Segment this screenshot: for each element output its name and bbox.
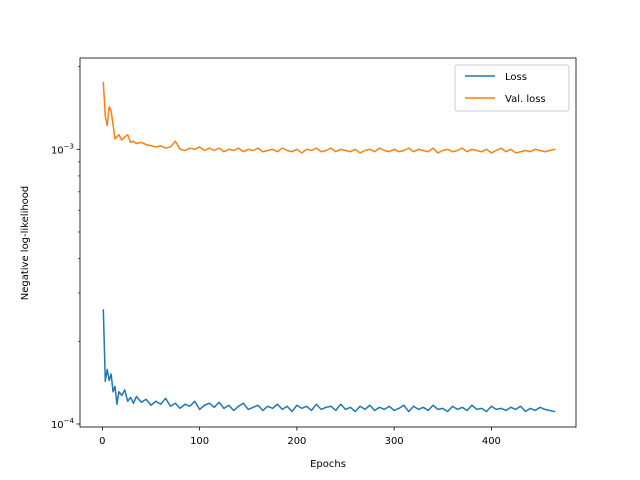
legend-label-loss: Loss (505, 72, 527, 83)
legend-label-val-loss: Val. loss (505, 94, 546, 105)
x-tick-label: 400 (482, 436, 501, 447)
series-line-val-loss (102, 81, 556, 154)
x-tick-label: 100 (190, 436, 209, 447)
y-tick-label: 10−3 (51, 142, 74, 156)
plot-area (102, 81, 556, 413)
series-line-loss (102, 309, 556, 413)
x-tick-label: 200 (287, 436, 306, 447)
y-tick-label: 10−4 (51, 417, 75, 431)
legend: Loss Val. loss (454, 64, 570, 112)
axes: 0 100 200 300 400 10−4 10−3 (51, 57, 577, 447)
x-tick-label: 0 (99, 436, 105, 447)
y-axis-label: Negative log-likelihood (20, 186, 31, 301)
x-axis-label: Epochs (310, 459, 346, 470)
axes-frame (79, 57, 577, 428)
x-tick-label: 300 (385, 436, 404, 447)
